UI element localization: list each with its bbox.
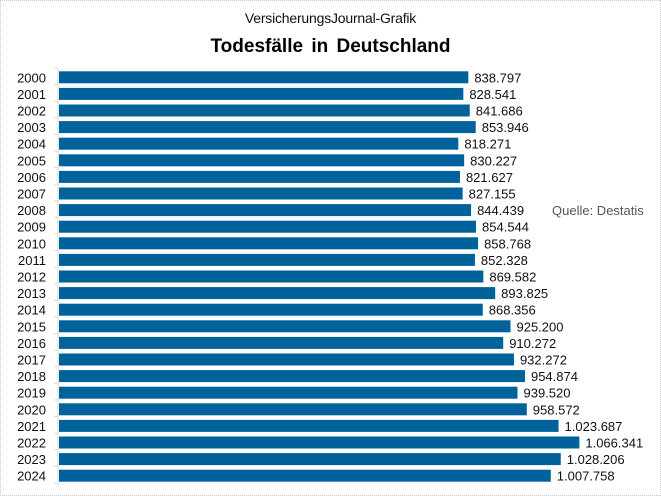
data-label-2009: 854.544 xyxy=(482,220,529,235)
y-tick-label-2013: 2013 xyxy=(17,286,46,301)
y-tick-label-2009: 2009 xyxy=(17,220,46,235)
bar-2007 xyxy=(59,187,463,200)
y-tick-label-2020: 2020 xyxy=(17,402,46,417)
bar-2012 xyxy=(59,270,484,283)
bar-2006 xyxy=(59,170,460,183)
bar-2024 xyxy=(59,469,551,482)
y-tick-label-2019: 2019 xyxy=(17,386,46,401)
y-tick-label-2023: 2023 xyxy=(17,452,46,467)
data-label-2010: 858.768 xyxy=(484,236,531,251)
y-axis xyxy=(54,67,59,486)
data-label-2017: 932.272 xyxy=(520,353,567,368)
y-tick-label-2008: 2008 xyxy=(17,203,46,218)
bar-2019 xyxy=(59,386,518,399)
data-label-2013: 893.825 xyxy=(501,286,548,301)
bar-2001 xyxy=(59,87,464,100)
source-credit: Quelle: Destatis xyxy=(552,203,644,218)
y-tick-label-2016: 2016 xyxy=(17,336,46,351)
data-label-2014: 868.356 xyxy=(489,303,536,318)
data-label-2005: 830.227 xyxy=(470,153,517,168)
bar-2011 xyxy=(59,253,475,266)
source-label: VersicherungsJournal-Grafik xyxy=(244,10,417,26)
data-label-2000: 838.797 xyxy=(474,70,521,85)
data-label-2019: 939.520 xyxy=(523,386,570,401)
data-label-2022: 1.066.341 xyxy=(585,436,643,451)
bar-2017 xyxy=(59,353,514,366)
y-tick-label-2022: 2022 xyxy=(17,436,46,451)
data-label-2023: 1.028.206 xyxy=(567,452,625,467)
bar-2022 xyxy=(59,436,580,449)
bar-2009 xyxy=(59,220,477,233)
data-label-2020: 958.572 xyxy=(533,402,580,417)
bar-2015 xyxy=(59,320,511,333)
bar-2016 xyxy=(59,336,504,349)
y-tick-label-2005: 2005 xyxy=(17,153,46,168)
data-label-2008: 844.439 xyxy=(477,203,524,218)
chart-title: Todesfälle in Deutschland xyxy=(210,36,451,57)
y-tick-label-2018: 2018 xyxy=(17,369,46,384)
bar-2005 xyxy=(59,154,465,167)
bar-2002 xyxy=(59,104,470,117)
data-label-2006: 821.627 xyxy=(466,170,513,185)
y-tick-label-2014: 2014 xyxy=(17,303,46,318)
bar-2014 xyxy=(59,303,483,316)
data-label-2018: 954.874 xyxy=(531,369,578,384)
bar-2023 xyxy=(59,453,561,466)
data-label-2012: 869.582 xyxy=(489,270,536,285)
bar-2003 xyxy=(59,121,476,134)
y-tick-label-2001: 2001 xyxy=(17,87,46,102)
bar-2004 xyxy=(59,137,459,150)
y-tick-label-2010: 2010 xyxy=(17,236,46,251)
y-tick-label-2004: 2004 xyxy=(17,137,46,152)
y-tick-labels: 2000200120022003200420052006200720082009… xyxy=(17,70,46,483)
data-label-2011: 852.328 xyxy=(481,253,528,268)
bar-2021 xyxy=(59,419,559,432)
y-tick-label-2000: 2000 xyxy=(17,70,46,85)
y-tick-label-2015: 2015 xyxy=(17,319,46,334)
data-label-2016: 910.272 xyxy=(509,336,556,351)
y-tick-label-2002: 2002 xyxy=(17,104,46,119)
y-tick-label-2011: 2011 xyxy=(18,253,46,268)
bar-2010 xyxy=(59,237,479,250)
y-tick-label-2012: 2012 xyxy=(17,270,46,285)
y-tick-label-2003: 2003 xyxy=(17,120,46,135)
y-tick-label-2006: 2006 xyxy=(17,170,46,185)
bar-2018 xyxy=(59,370,525,383)
y-tick-label-2017: 2017 xyxy=(17,353,46,368)
data-label-2024: 1.007.758 xyxy=(557,469,615,484)
bar-2013 xyxy=(59,287,496,300)
data-label-2015: 925.200 xyxy=(516,319,563,334)
data-label-2002: 841.686 xyxy=(476,104,523,119)
data-label-2003: 853.946 xyxy=(482,120,529,135)
data-label-2001: 828.541 xyxy=(469,87,516,102)
data-label-2021: 1.023.687 xyxy=(565,419,623,434)
y-tick-label-2007: 2007 xyxy=(17,187,46,202)
bar-2008 xyxy=(59,204,472,217)
bars xyxy=(59,71,580,482)
data-label-2004: 818.271 xyxy=(464,137,511,152)
bar-2020 xyxy=(59,403,527,416)
bar-2000 xyxy=(59,71,469,84)
y-tick-label-2021: 2021 xyxy=(17,419,46,434)
y-tick-label-2024: 2024 xyxy=(17,469,46,484)
data-label-2007: 827.155 xyxy=(469,187,516,202)
